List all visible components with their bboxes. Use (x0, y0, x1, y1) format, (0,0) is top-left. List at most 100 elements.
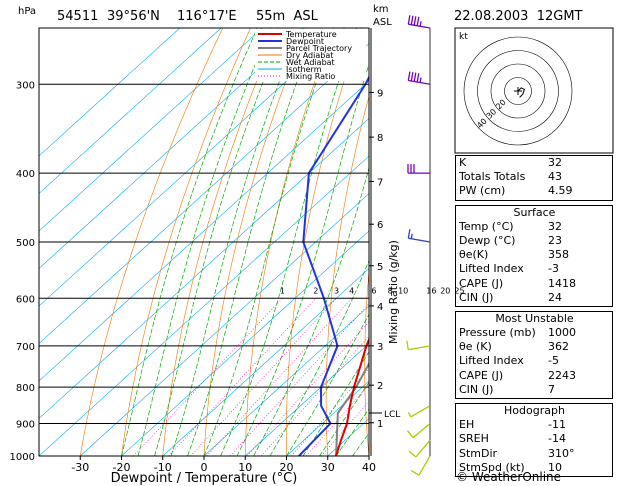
info-row: StmSpd (kt) 10 (459, 461, 610, 475)
info-key: Dewp (°C) (459, 233, 516, 247)
wind-barb-flag (407, 71, 411, 81)
legend-label: Dewpoint (286, 37, 324, 46)
mixing-ratio-line (133, 298, 283, 456)
pressure-tick-label: 400 (16, 169, 35, 180)
wind-barb-shaft (408, 23, 431, 29)
x-tick-label: 30 (321, 461, 335, 474)
x-tick-label: -10 (154, 461, 172, 474)
km-tick-label: 8 (377, 133, 383, 144)
wind-barb-shaft (412, 422, 431, 439)
sounding-datetime: 22.08.2003 12GMT (454, 9, 583, 24)
dry-adiabat-line (286, 28, 362, 456)
isotherm-line (245, 343, 369, 456)
info-key: CAPE (J) (459, 368, 504, 382)
x-tick-label: 0 (201, 461, 208, 474)
wind-barb (407, 164, 431, 174)
mixing-ratio-label: 20 (440, 286, 450, 295)
wind-barb-shaft (418, 455, 431, 476)
info-value: 362 (548, 340, 569, 354)
mixing-ratio-line (305, 384, 369, 456)
lcl-label: LCL (384, 410, 400, 420)
info-value: 43 (548, 170, 562, 184)
dry-adiabat-line (162, 28, 279, 456)
mixing-ratio-label: 8 (388, 286, 393, 295)
info-value: 7 (548, 382, 555, 396)
hodograph-box: Hodograph EH -11 SREH -14 StmDir 310° StmSpd (… (455, 403, 613, 477)
hodograph-ring (463, 36, 573, 146)
legend-label: Temperature (285, 30, 337, 39)
info-value: -5 (548, 354, 559, 368)
km-unit: km (373, 4, 389, 15)
info-key: StmSpd (kt) (459, 460, 525, 474)
wet-adiabat-line (302, 351, 369, 456)
wind-barb-flag (410, 15, 414, 25)
wet-adiabat-line (236, 63, 369, 456)
km-tick-label: 7 (377, 177, 383, 188)
info-key: CIN (J) (459, 290, 494, 304)
wind-barb-flag (406, 430, 414, 439)
legend-label: Mixing Ratio (286, 72, 335, 81)
wind-barb-flag (407, 412, 412, 418)
pressure-tick-label: 600 (16, 294, 35, 305)
info-row: Dewp (°C) 23 (459, 234, 610, 248)
isotherm-line (39, 28, 222, 194)
station-lat: 39°56'N (107, 9, 160, 24)
legend-label: Wet Adiabat (286, 58, 335, 67)
legend-label: Isotherm (286, 65, 322, 74)
mixing-ratio-line (247, 321, 369, 456)
wet-adiabat-line (203, 28, 337, 456)
x-tick-label: 10 (238, 461, 252, 474)
mixing-ratio-label: 16 (426, 286, 436, 295)
mixing-ratio-label: 2 (313, 286, 318, 295)
x-axis-label: Dewpoint / Temperature (°C) (111, 471, 298, 486)
info-row: StmDir 310° (459, 447, 610, 461)
wet-adiabat-line (187, 28, 318, 456)
wind-barb (410, 455, 431, 476)
wind-barb (407, 15, 431, 29)
indices-box: K 32 Totals Totals 43 PW (cm) 4.59 (455, 155, 613, 201)
x-tick-label: 40 (362, 461, 376, 474)
wind-barb-flag (407, 15, 411, 25)
mixing-ratio-label: 10 (398, 286, 408, 295)
wet-adiabat-line (253, 166, 369, 456)
wind-barb (406, 422, 431, 439)
info-value: 24 (548, 290, 562, 304)
wind-barb (406, 340, 431, 351)
wind-barb-shaft (408, 237, 431, 243)
asl-unit: ASL (373, 17, 392, 28)
wet-adiabat-line (154, 28, 286, 456)
wet-adiabat-line (220, 28, 358, 456)
info-key: Temp (°C) (459, 219, 514, 233)
info-value: 358 (548, 248, 569, 262)
info-value: 10 (548, 460, 562, 474)
info-row: Pressure (mb) 1000 (459, 326, 610, 340)
info-value: 2243 (548, 368, 576, 382)
km-tick-label: 6 (377, 220, 383, 231)
most-unstable-box: Most Unstable Pressure (mb) 1000 θe (K) 362… (455, 310, 613, 400)
hodograph-title: Hodograph (504, 404, 565, 418)
km-tick-label: 4 (377, 302, 383, 313)
station-elevation: 55m ASL (256, 9, 319, 24)
info-key: Totals Totals (459, 170, 526, 184)
info-value: -3 (548, 262, 559, 276)
wind-barb (408, 439, 431, 458)
wet-adiabat-line (269, 259, 369, 456)
mixing-ratio-line (229, 303, 369, 456)
mixing-ratio-label: 3 (334, 286, 339, 295)
km-tick-label: 1 (377, 419, 383, 430)
wind-barb (407, 71, 431, 85)
isotherm-line (39, 28, 263, 232)
mixing-ratio-label: 25 (454, 286, 464, 295)
x-tick-label: -30 (71, 461, 89, 474)
info-key: Lifted Index (459, 262, 524, 276)
wind-barb-shaft (408, 345, 431, 351)
wind-barb-flag (419, 77, 422, 83)
info-value: 32 (548, 219, 562, 233)
info-value: 23 (548, 233, 562, 247)
mixing-ratio-line (190, 298, 337, 456)
copyright: © WeatherOnline (456, 470, 562, 484)
hodograph-ring (477, 50, 559, 132)
info-key: SREH (459, 432, 489, 446)
